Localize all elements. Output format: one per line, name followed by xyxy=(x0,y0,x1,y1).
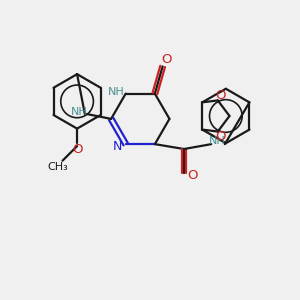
Text: CH₃: CH₃ xyxy=(47,161,68,172)
Text: N: N xyxy=(113,140,123,153)
Text: O: O xyxy=(72,142,82,155)
Text: NH: NH xyxy=(209,136,226,146)
Text: NH: NH xyxy=(71,107,87,117)
Text: O: O xyxy=(215,130,226,143)
Text: O: O xyxy=(215,89,226,102)
Text: O: O xyxy=(188,169,198,182)
Text: NH: NH xyxy=(108,87,124,97)
Text: O: O xyxy=(161,53,172,66)
